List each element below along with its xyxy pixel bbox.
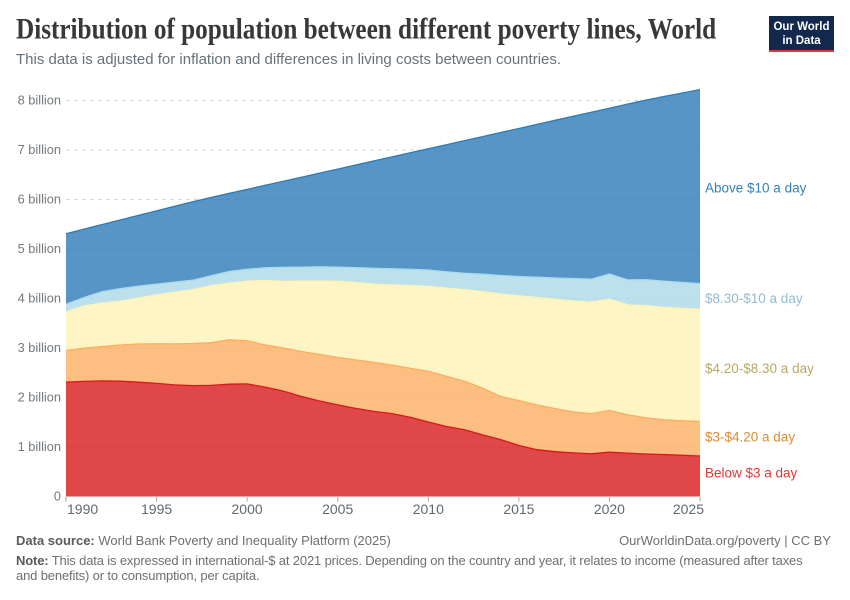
svg-text:2000: 2000 (232, 501, 263, 517)
svg-text:2015: 2015 (503, 501, 534, 517)
svg-text:5 billion: 5 billion (18, 241, 61, 256)
svg-text:2010: 2010 (413, 501, 444, 517)
svg-text:2 billion: 2 billion (18, 390, 61, 405)
svg-text:Above $10 a day: Above $10 a day (705, 181, 807, 196)
svg-text:$8.30-$10 a day: $8.30-$10 a day (705, 291, 803, 306)
svg-text:8 billion: 8 billion (18, 93, 61, 108)
svg-text:6 billion: 6 billion (18, 192, 61, 207)
svg-text:4 billion: 4 billion (18, 291, 61, 306)
svg-text:2005: 2005 (322, 501, 353, 517)
svg-text:3 billion: 3 billion (18, 340, 61, 355)
svg-text:$4.20-$8.30 a day: $4.20-$8.30 a day (705, 361, 814, 376)
svg-text:2025: 2025 (673, 501, 704, 517)
svg-text:1990: 1990 (67, 501, 98, 517)
svg-text:0: 0 (54, 489, 61, 504)
svg-text:1 billion: 1 billion (18, 439, 61, 454)
svg-text:7 billion: 7 billion (18, 142, 61, 157)
svg-text:$3-$4.20 a day: $3-$4.20 a day (705, 430, 795, 445)
svg-text:Below $3 a day: Below $3 a day (705, 466, 798, 481)
svg-text:2020: 2020 (594, 501, 625, 517)
svg-text:1995: 1995 (141, 501, 172, 517)
